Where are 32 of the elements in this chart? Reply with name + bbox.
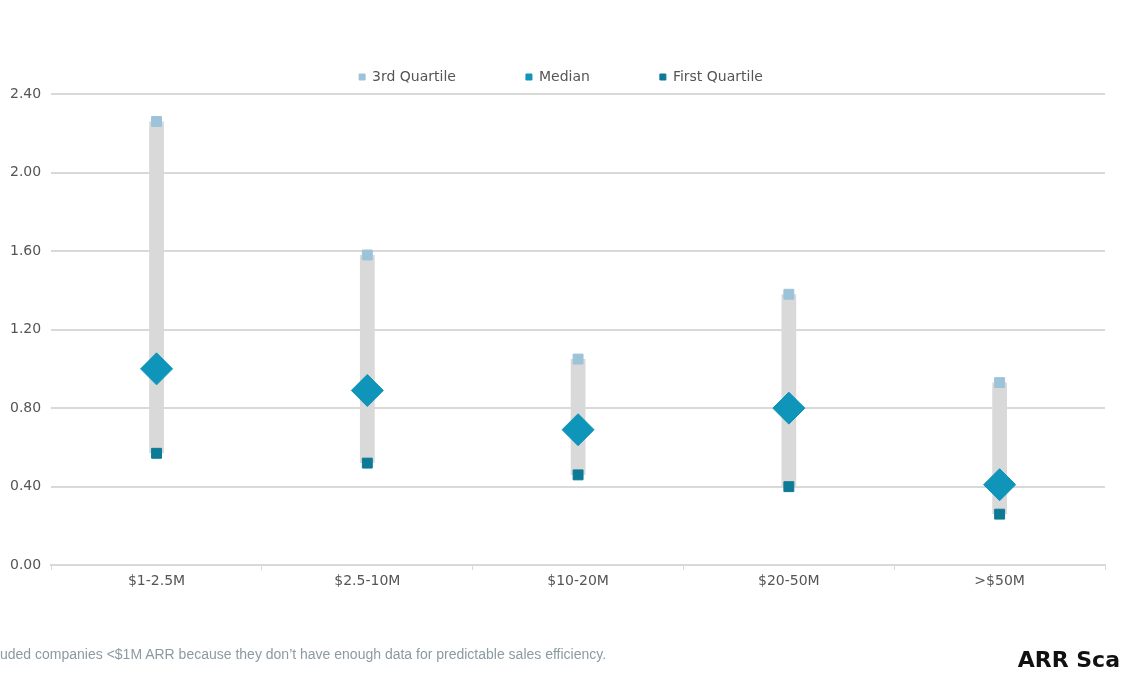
y-tick-label: 0.40 <box>10 477 42 494</box>
point <box>561 413 595 447</box>
point <box>361 457 373 469</box>
point <box>994 377 1006 389</box>
y-tick-label: 1.60 <box>10 241 42 258</box>
point <box>783 288 795 300</box>
point <box>361 249 373 261</box>
legend-label: Median <box>538 67 590 84</box>
point <box>140 352 174 386</box>
y-tick-label: 0.00 <box>10 555 42 572</box>
x-tick-label: $10-20M <box>547 572 609 589</box>
text: uded companies <$1M ARR because they don’t have enough data for predictable sales efficiency. <box>0 645 607 662</box>
legend-label: First Quartile <box>672 67 763 84</box>
point <box>572 469 584 481</box>
x-tick-label: $2.5-10M <box>334 572 401 589</box>
legend-label: 3rd Quartile <box>372 67 456 84</box>
y-tick-label: 2.00 <box>10 163 42 180</box>
point <box>772 391 806 425</box>
text: ARR Sca <box>1017 646 1120 672</box>
x-tick-label: $20-50M <box>758 572 820 589</box>
x-tick-label: $1-2.5M <box>127 572 186 589</box>
point <box>350 373 384 407</box>
point <box>151 447 162 459</box>
y-tick-label: 2.40 <box>10 84 42 101</box>
x-tick-label: >$50M <box>974 572 1025 589</box>
point <box>151 116 162 127</box>
point <box>983 468 1017 502</box>
point <box>994 508 1006 520</box>
y-tick-label: 0.80 <box>10 398 42 415</box>
point <box>572 353 584 365</box>
y-tick-label: 1.20 <box>10 320 42 337</box>
point <box>783 481 795 493</box>
